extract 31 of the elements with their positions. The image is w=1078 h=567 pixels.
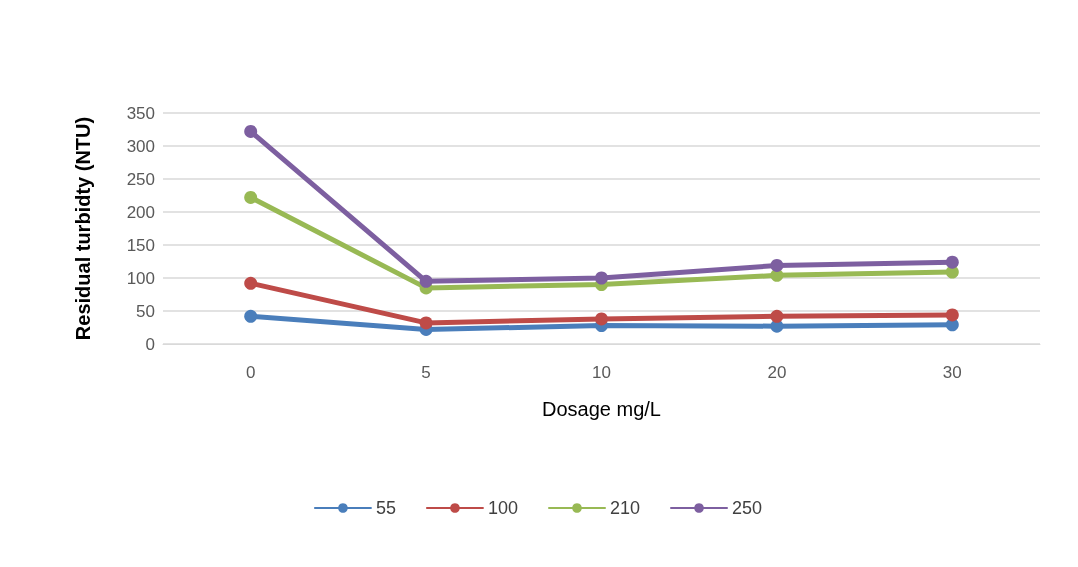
- x-tick-label: 5: [421, 363, 431, 382]
- legend-label: 210: [609, 498, 641, 518]
- y-tick-label: 0: [145, 334, 155, 354]
- y-tick-label: 200: [126, 202, 155, 222]
- y-tick-label: 250: [126, 169, 155, 189]
- point: [244, 276, 258, 290]
- x-axis-title: Dosage mg/L: [542, 398, 661, 420]
- y-tick-label: 350: [126, 103, 155, 123]
- x-tick-label: 20: [767, 363, 787, 382]
- point: [595, 271, 608, 285]
- point: [244, 309, 258, 323]
- point: [945, 255, 959, 269]
- point: [770, 258, 784, 272]
- legend-label: 55: [375, 498, 396, 518]
- y-tick-label: 300: [126, 136, 155, 156]
- x-tick-label: 0: [245, 363, 256, 382]
- point: [419, 274, 433, 288]
- point: [244, 124, 258, 138]
- x-tick-label: 30: [942, 363, 962, 382]
- legend-label: 250: [732, 498, 763, 518]
- point: [595, 312, 608, 326]
- y-axis-title: Residual turbidty (NTU): [72, 116, 94, 341]
- y-tick-label: 50: [136, 301, 155, 321]
- y-tick-label: 150: [126, 235, 155, 255]
- point: [419, 316, 433, 330]
- legend-label: 100: [487, 498, 519, 518]
- point: [244, 190, 258, 204]
- x-tick-label: 10: [592, 363, 611, 382]
- y-tick-label: 100: [126, 268, 155, 288]
- point: [945, 308, 959, 322]
- point: [770, 309, 784, 323]
